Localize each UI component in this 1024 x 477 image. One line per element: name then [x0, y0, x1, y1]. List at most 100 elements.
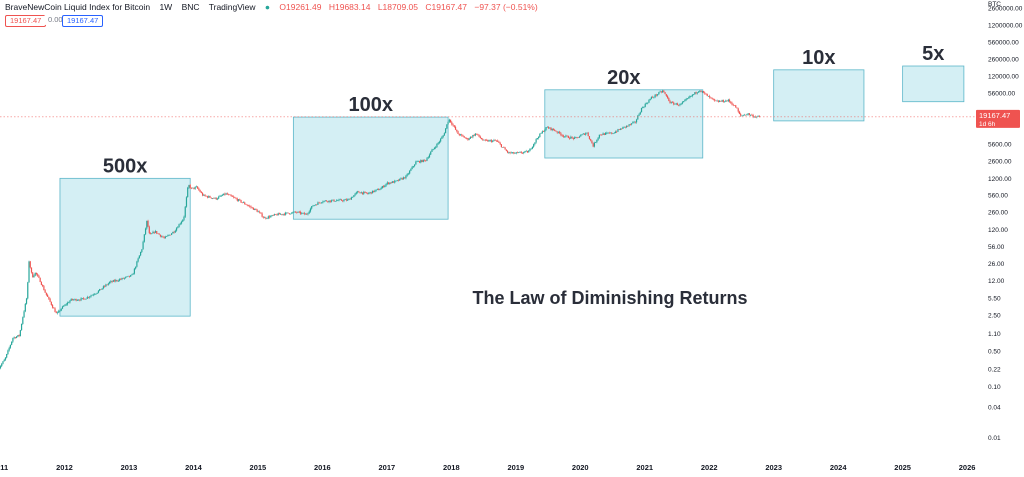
candle-501 — [617, 128, 619, 132]
candle-25 — [27, 281, 29, 300]
candle-212 — [259, 210, 261, 214]
candle-484 — [596, 139, 598, 144]
candle-body — [557, 131, 560, 133]
candle-body — [499, 142, 501, 145]
candle-373 — [458, 133, 460, 137]
candle-body — [197, 186, 199, 189]
y-tick-label-1: 1200000.00 — [988, 23, 1023, 30]
candle-body — [161, 236, 163, 238]
interval-label[interactable]: 1W — [159, 2, 173, 12]
candle-body — [757, 115, 759, 117]
candle-body — [132, 273, 134, 275]
candle-296 — [363, 190, 365, 196]
candle-body — [185, 197, 188, 207]
candle-body — [654, 94, 656, 97]
candle-body — [374, 190, 376, 192]
candle-125 — [151, 233, 153, 235]
candle-body — [214, 197, 216, 199]
candle-body — [751, 114, 753, 116]
candle-42 — [48, 296, 50, 301]
candle-322 — [395, 180, 397, 182]
y-tick-label-18: 1.10 — [988, 331, 1001, 338]
candle-293 — [359, 192, 361, 194]
candle-body — [141, 249, 143, 252]
candle-279 — [342, 200, 344, 203]
candle-body — [294, 211, 297, 213]
candle-body — [710, 97, 712, 98]
candle-body — [263, 217, 266, 219]
candle-body — [638, 114, 640, 116]
candle-15 — [14, 336, 16, 339]
candle-552 — [680, 103, 682, 106]
candle-body — [350, 197, 352, 200]
candle-body — [477, 134, 479, 135]
candle-body — [629, 124, 631, 125]
candle-546 — [673, 101, 675, 106]
candle-body — [643, 106, 645, 108]
candle-303 — [371, 190, 374, 194]
candle-body — [635, 119, 638, 123]
candle-455 — [560, 132, 562, 137]
candle-body — [314, 204, 317, 206]
candle-186 — [226, 192, 228, 195]
candle-463 — [570, 135, 572, 139]
candle-594 — [732, 103, 734, 107]
symbol-title[interactable]: BraveNewCoin Liquid Index for Bitcoin — [5, 2, 151, 12]
candle-body — [471, 136, 473, 138]
candle-112 — [135, 266, 137, 270]
candle-body — [332, 199, 334, 201]
candle-281 — [344, 198, 346, 201]
candle-body — [9, 344, 12, 348]
candle-body — [544, 129, 546, 132]
candle-body — [447, 121, 449, 125]
candle-342 — [420, 159, 422, 164]
candle-335 — [411, 165, 413, 170]
candle-395 — [485, 138, 488, 141]
buy-price-pill[interactable]: 19167.47 — [62, 15, 104, 27]
candle-body — [575, 137, 577, 138]
candle-602 — [742, 114, 744, 117]
candle-body — [608, 132, 610, 134]
candle-body — [130, 275, 132, 277]
candle-426 — [524, 150, 526, 154]
candle-body — [240, 200, 242, 203]
candle-body — [497, 140, 499, 142]
candle-313 — [384, 184, 386, 188]
candle-body — [140, 251, 142, 256]
ohlc-high: H19683.14 — [328, 2, 371, 12]
candle-body — [3, 359, 5, 362]
candle-548 — [675, 102, 677, 106]
candle-122 — [147, 219, 149, 228]
candle-166 — [201, 192, 204, 197]
candle-116 — [140, 251, 142, 257]
candle-490 — [603, 133, 605, 136]
candle-416 — [511, 151, 514, 154]
candle-520 — [640, 107, 643, 113]
candles — [0, 89, 760, 370]
candle-348 — [427, 156, 429, 159]
candle-99 — [118, 278, 121, 282]
candle-366 — [449, 119, 452, 123]
ohlc-close: C19167.47 — [425, 2, 467, 12]
candle-165 — [200, 191, 202, 194]
candle-body — [252, 207, 255, 210]
candle-body — [406, 174, 408, 176]
candle-body — [732, 104, 734, 106]
candle-244 — [298, 210, 300, 214]
candle-476 — [586, 132, 588, 134]
candle-body — [392, 181, 395, 183]
candle-body — [19, 330, 21, 336]
candle-461 — [567, 135, 569, 139]
candle-body — [170, 233, 173, 235]
candle-502 — [618, 129, 620, 131]
candle-241 — [294, 211, 297, 214]
candle-body — [733, 105, 736, 106]
candle-body — [224, 193, 226, 195]
candle-body — [223, 193, 225, 196]
candle-body — [514, 153, 516, 154]
candle-387 — [476, 133, 478, 135]
candle-199 — [242, 201, 245, 204]
candle-body — [211, 198, 214, 199]
candle-474 — [583, 133, 586, 136]
